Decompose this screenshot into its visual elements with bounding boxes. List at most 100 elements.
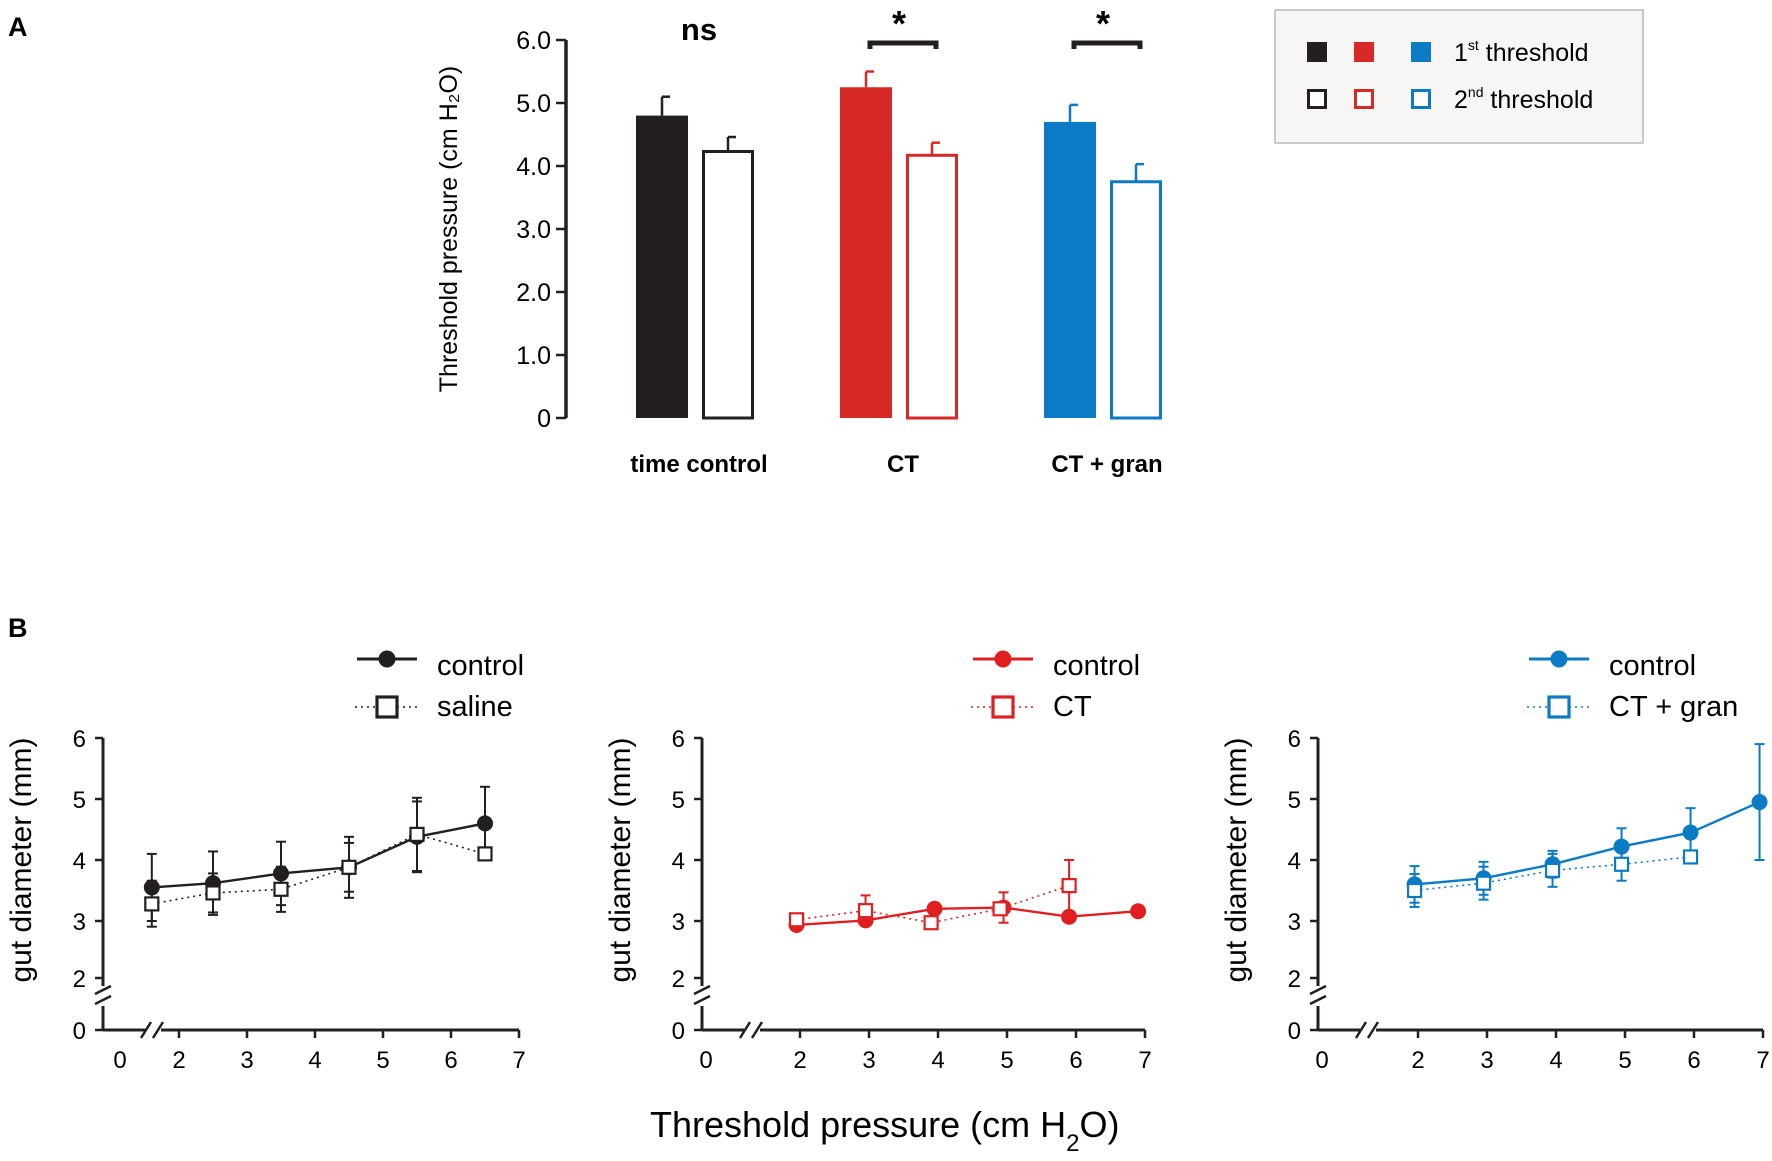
legend-swatch-first: [1411, 42, 1431, 62]
data-point-square: [273, 881, 289, 897]
x-tick-label: 5: [1000, 1047, 1013, 1074]
data-point-square: [1061, 878, 1077, 894]
legend-frame: [1274, 9, 1644, 144]
x-tick-label: 0: [113, 1047, 126, 1074]
x-tick-label: 3: [862, 1047, 875, 1074]
bar-y-tick-label: 0: [537, 405, 551, 433]
bar-y-tick-label: 6.0: [516, 27, 551, 55]
data-point-circle: [1751, 794, 1768, 811]
series-line-dotted: [151, 833, 486, 905]
data-point-square: [1613, 856, 1630, 872]
group-label: CT: [887, 451, 919, 478]
bar-first-threshold: [1044, 121, 1096, 419]
bar-y-tick-label: 1.0: [516, 342, 551, 370]
bar-y-axis-title: Threshold pressure (cm H₂O): [435, 66, 463, 392]
y-tick-label: 0: [1288, 1018, 1301, 1045]
y-tick-label: 2: [672, 966, 685, 993]
x-tick-label: 6: [1687, 1047, 1700, 1074]
bar-first-threshold: [636, 115, 688, 418]
x-axis-break: [738, 1021, 764, 1039]
bar-y-tick-label: 2.0: [516, 279, 551, 307]
legend-marker-circle: [1550, 650, 1568, 668]
significance-label: ns: [681, 12, 717, 47]
bar-chart: 0 1.0 2.0 3.0 4.0 5.0 6.0 Threshold pressure (c…: [435, 3, 1163, 478]
legend-marker-circle: [994, 650, 1012, 668]
bar-second-threshold: [906, 153, 958, 420]
data-point-circle: [1130, 903, 1147, 920]
y-tick-label: 2: [73, 966, 86, 993]
shared-xlabel-prefix: Threshold pressure (cm H: [650, 1104, 1066, 1145]
significance-bracket: [1071, 40, 1143, 49]
legend-label-treatment: saline: [437, 691, 513, 723]
data-point-square: [857, 903, 874, 919]
legend-marker-square: [375, 695, 399, 719]
y-tick-label: 0: [73, 1018, 86, 1045]
series-line-solid: [1414, 800, 1761, 886]
y-tick-label: 4: [1288, 848, 1301, 875]
legend-second-label: 2nd threshold: [1454, 84, 1593, 114]
y-tick-label: 4: [73, 848, 86, 875]
data-point-circle: [477, 815, 493, 832]
series-line-solid: [796, 906, 1139, 927]
data-point-square: [1406, 882, 1423, 899]
x-tick-label: 3: [240, 1047, 253, 1074]
x-tick-label: 4: [308, 1047, 321, 1074]
y-tick-label: 4: [672, 848, 685, 875]
legend-label-control: control: [1053, 650, 1140, 682]
y-tick-label: 5: [672, 787, 685, 814]
legend-swatch-first: [1354, 42, 1374, 62]
significance-bracket: [867, 40, 939, 49]
data-point-square: [409, 826, 425, 842]
data-point-square: [144, 896, 160, 912]
x-tick-label: 2: [1411, 1047, 1424, 1074]
x-tick-label: 6: [444, 1047, 457, 1074]
significance-label: *: [892, 3, 906, 44]
significance-label: *: [1096, 3, 1110, 44]
line-chart-panel: 0 2 3 4 5 6 0 2 3 4 5 6 7 gut diameter (mm) control CT …: [1220, 650, 1770, 1074]
x-tick-label: 2: [793, 1047, 806, 1074]
data-point-circle: [1682, 824, 1699, 841]
data-point-circle: [1061, 908, 1078, 925]
shared-xlabel-suffix: O): [1080, 1104, 1120, 1145]
bar-y-tick-label: 3.0: [516, 216, 551, 244]
y-tick-label: 3: [73, 909, 86, 936]
y-axis-break: [1309, 984, 1327, 1006]
shared-xlabel-sub: 2: [1066, 1130, 1079, 1157]
data-point-square: [341, 859, 357, 875]
line-charts: 0 2 3 4 5 6 0 2 3 4 5 6 7 gut diameter (mm) control sal…: [5, 650, 1770, 1074]
data-point-square: [1544, 862, 1561, 878]
x-tick-label: 7: [1756, 1047, 1769, 1074]
data-point-square: [1475, 875, 1492, 891]
group-label: time control: [630, 451, 767, 478]
data-point-square: [788, 912, 805, 928]
bar-y-tick-label: 5.0: [516, 90, 551, 118]
bar-first-threshold: [840, 87, 892, 418]
legend-swatch-second: [1307, 89, 1327, 109]
x-tick-label: 7: [1138, 1047, 1151, 1074]
legend-first-sup: st: [1468, 37, 1479, 53]
bar-second-threshold: [702, 150, 754, 420]
x-axis-break: [1354, 1021, 1380, 1039]
data-point-square: [923, 915, 939, 931]
legend-swatch-first: [1307, 42, 1327, 62]
data-point-square: [205, 885, 221, 901]
x-tick-label: 7: [512, 1047, 525, 1074]
line-chart-panel: 0 2 3 4 5 6 0 2 3 4 5 6 7 gut diameter (mm) control CT: [604, 650, 1152, 1074]
legend-swatch-second: [1354, 89, 1374, 109]
x-tick-label: 3: [1480, 1047, 1493, 1074]
y-tick-label: 5: [1288, 787, 1301, 814]
x-tick-label: 2: [172, 1047, 185, 1074]
x-tick-label: 0: [1315, 1047, 1328, 1074]
legend-marker-square: [1547, 695, 1571, 719]
data-point-square: [477, 846, 493, 862]
series-line-solid: [151, 822, 486, 889]
group-label: CT + gran: [1051, 451, 1162, 478]
data-point-circle: [926, 900, 943, 917]
legend-second-rest: threshold: [1483, 86, 1593, 114]
y-axis-title: gut diameter (mm): [5, 737, 38, 982]
y-tick-label: 2: [1288, 966, 1301, 993]
legend-marker-square: [991, 695, 1015, 719]
legend-swatch-second: [1411, 89, 1431, 109]
y-tick-label: 3: [672, 909, 685, 936]
